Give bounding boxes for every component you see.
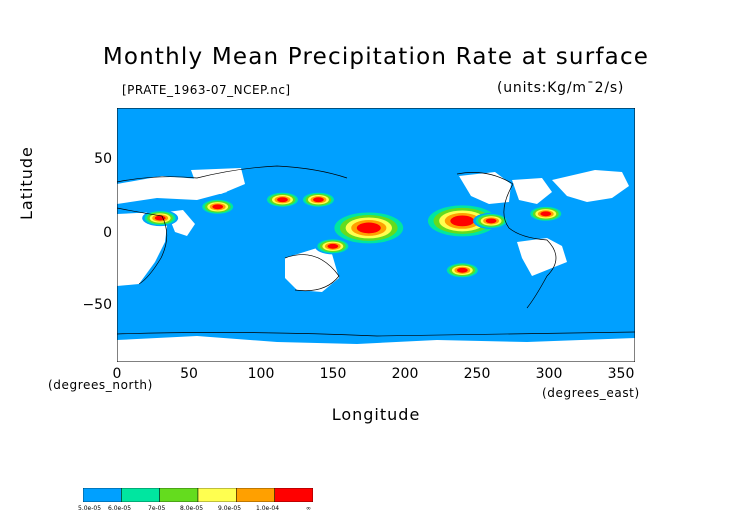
- x-tick-label: 350: [607, 366, 635, 382]
- coastline: [456, 172, 557, 309]
- x-tick-label: 150: [319, 366, 347, 382]
- plot-area: [116, 107, 636, 363]
- y-unit-note: (degrees_north): [48, 378, 153, 392]
- x-tick-label: 300: [535, 366, 563, 382]
- map-svg: [116, 107, 636, 363]
- precip-region: [154, 215, 166, 221]
- precip-region: [313, 197, 324, 203]
- colorbar-label: 9.0e-05: [218, 505, 242, 512]
- x-axis-title: Longitude: [331, 405, 421, 424]
- x-tick-label: 250: [463, 366, 491, 382]
- colorbar-swatch: [236, 487, 275, 503]
- precip-region: [212, 204, 224, 210]
- coastline: [116, 165, 348, 183]
- colorbar-label: 5.0e-05: [78, 505, 102, 512]
- colorbar-swatch: [274, 487, 314, 503]
- missing-region: [191, 168, 245, 194]
- coastline: [116, 207, 168, 285]
- x-tick-label: 0: [112, 366, 122, 382]
- precip-region: [450, 215, 475, 227]
- colorbar: [82, 487, 314, 503]
- file-label: [PRATE_1963-07_NCEP.nc]: [122, 83, 291, 97]
- precip-region: [456, 267, 468, 273]
- coastlines: [116, 165, 636, 337]
- colorbar-swatch: [197, 487, 237, 503]
- missing-region: [512, 178, 552, 204]
- missing-region: [285, 248, 339, 292]
- chart-title: Monthly Mean Precipitation Rate at surfa…: [102, 44, 650, 70]
- missing-region: [117, 336, 635, 362]
- colorbar-svg: [82, 487, 314, 503]
- precip-blobs: [142, 191, 564, 279]
- colorbar-label: 7e-05: [148, 505, 166, 512]
- precip-region: [356, 222, 381, 234]
- missing-region: [459, 172, 511, 204]
- colorbar-label: 6.0e-05: [108, 505, 132, 512]
- colorbar-label: 8.0e-05: [180, 505, 204, 512]
- y-tick-label: −50: [82, 297, 112, 313]
- missing-data-land: [117, 168, 635, 362]
- missing-region: [517, 238, 567, 276]
- x-tick-label: 100: [247, 366, 275, 382]
- precip-region: [540, 211, 552, 217]
- precip-region: [485, 218, 497, 224]
- coastline: [116, 331, 636, 337]
- y-tick-label: 50: [94, 151, 112, 167]
- precip-region: [327, 243, 339, 249]
- colorbar-swatch: [159, 487, 199, 503]
- precip-region: [277, 197, 288, 203]
- missing-region: [552, 170, 629, 202]
- colorbar-swatch: [82, 487, 122, 503]
- x-tick-label: 200: [391, 366, 419, 382]
- missing-region: [117, 212, 167, 286]
- x-tick-label: 50: [180, 366, 198, 382]
- colorbar-label: 1.0e-04: [256, 505, 280, 512]
- colorbar-swatch: [121, 487, 160, 503]
- coastline: [284, 254, 340, 292]
- y-tick-label: 0: [103, 225, 112, 241]
- x-unit-note: (degrees_east): [542, 386, 640, 400]
- y-axis-title: Latitude: [17, 146, 36, 220]
- units-label: (units:Kg/m¯2/s): [497, 80, 625, 96]
- colorbar-label: ∞: [306, 505, 311, 512]
